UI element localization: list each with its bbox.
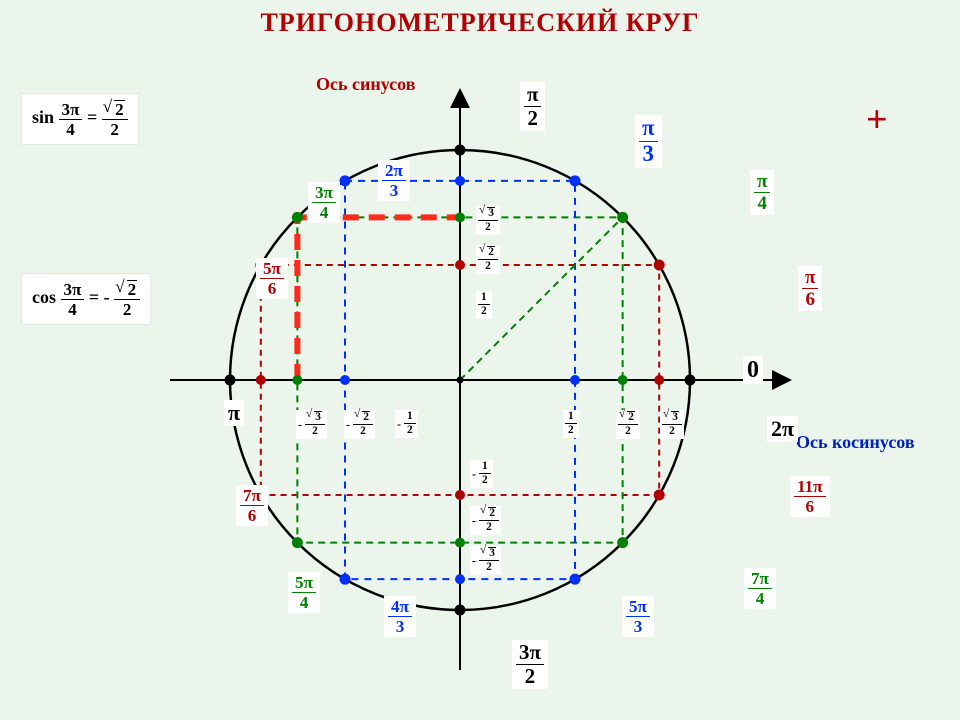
axis-value-label: 12	[563, 410, 579, 438]
axis-value-label: - 22	[470, 506, 501, 535]
angle-label: π3	[635, 115, 662, 168]
angle-label: 7π6	[236, 485, 268, 526]
angle-label: 0	[743, 356, 763, 384]
angle-label: π2	[520, 82, 545, 131]
axis-value-label: 12	[476, 291, 492, 319]
main-title: ТРИГОНОМЕТРИЧЕСКИЙ КРУГ	[0, 8, 960, 38]
angle-label: π	[224, 400, 244, 426]
angle-label: 5π6	[256, 258, 288, 299]
angle-label: 3π4	[308, 182, 340, 223]
plus-sign: +	[866, 98, 888, 142]
axis-value-label: - 32	[296, 410, 327, 439]
angle-label: π6	[798, 266, 822, 311]
axis-value-label: 32	[476, 206, 500, 235]
angle-label: 2π3	[378, 160, 410, 201]
cos-formula: cos 3π4 = - 22	[22, 274, 150, 324]
angle-label: 4π3	[384, 596, 416, 637]
axis-value-label: - 22	[344, 410, 375, 439]
angle-label: π4	[750, 170, 774, 215]
axis-value-label: - 12	[395, 410, 418, 438]
angle-label: 7π4	[744, 568, 776, 609]
axis-value-label: 22	[616, 410, 640, 439]
angle-label: 2π	[767, 416, 798, 442]
angle-label: 5π4	[288, 572, 320, 613]
sin-formula: sin 3π4 = 22	[22, 94, 138, 144]
angle-label: 5π3	[622, 596, 654, 637]
axis-value-label: - 32	[470, 546, 501, 575]
axis-value-label: 22	[476, 245, 500, 274]
unit-circle-diagram	[140, 60, 840, 720]
axis-value-label: 32	[660, 410, 684, 439]
angle-label: 11π6	[790, 476, 830, 517]
axis-value-label: - 12	[470, 460, 493, 488]
angle-label: 3π2	[512, 640, 548, 689]
